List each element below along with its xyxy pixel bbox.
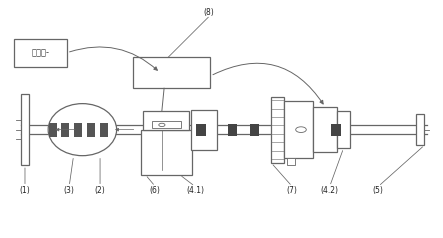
Circle shape	[295, 127, 306, 133]
Text: 上位机-: 上位机-	[31, 48, 50, 57]
Text: (1): (1)	[19, 186, 31, 195]
Bar	[87, 123, 95, 137]
Circle shape	[159, 123, 165, 127]
Bar	[284, 101, 313, 158]
Bar	[14, 39, 67, 67]
Bar	[21, 94, 28, 165]
Bar	[143, 111, 190, 130]
Bar	[133, 58, 210, 88]
Bar	[250, 124, 260, 136]
Bar	[331, 124, 341, 136]
Text: (2): (2)	[95, 186, 105, 195]
Text: (8): (8)	[203, 8, 214, 17]
Text: (4.1): (4.1)	[186, 186, 204, 195]
Text: (4.2): (4.2)	[321, 186, 339, 195]
Bar	[141, 130, 192, 175]
Bar	[74, 123, 82, 137]
Bar	[101, 123, 109, 137]
Bar	[228, 124, 237, 136]
Bar	[287, 158, 295, 165]
Text: (5): (5)	[373, 186, 384, 195]
Bar	[271, 97, 284, 163]
Text: (3): (3)	[64, 186, 74, 195]
Text: (6): (6)	[150, 186, 161, 195]
FancyArrowPatch shape	[213, 63, 323, 104]
Bar	[49, 123, 57, 137]
FancyArrowPatch shape	[70, 47, 157, 70]
Bar	[152, 121, 181, 129]
Bar	[338, 111, 350, 148]
Bar	[416, 114, 424, 145]
Bar	[61, 123, 69, 137]
Bar	[196, 124, 206, 136]
Text: (7): (7)	[287, 186, 298, 195]
Ellipse shape	[48, 104, 117, 156]
Bar	[190, 109, 217, 150]
Bar	[313, 107, 338, 152]
